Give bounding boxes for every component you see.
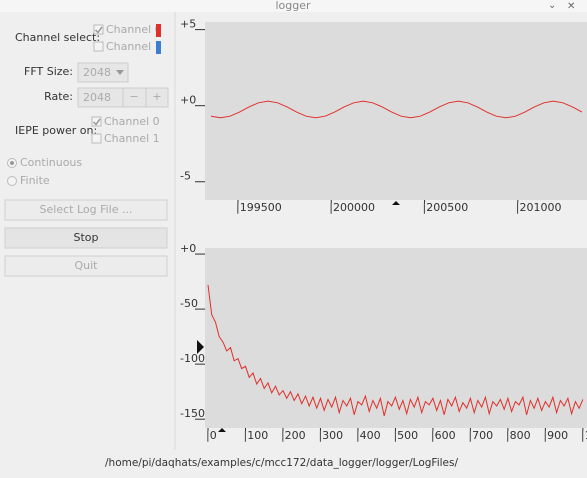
checkbox-label: Channel 0: [106, 23, 162, 36]
radio-label: Continuous: [20, 156, 82, 169]
trace: [207, 284, 584, 417]
window-title: logger: [275, 0, 311, 12]
button[interactable]: [4, 199, 168, 221]
minimize[interactable]: ⌄: [548, 0, 556, 11]
button[interactable]: [4, 227, 168, 249]
checkbox-label: Channel 0: [104, 115, 160, 128]
x-tick-label: |100: [243, 429, 268, 442]
radio-label: Finite: [20, 174, 50, 187]
x-tick-label: |0: [206, 429, 217, 442]
x-tick-label: |400: [356, 429, 381, 442]
button-label: Quit: [75, 259, 99, 272]
close[interactable]: ✕: [567, 1, 575, 12]
checkbox[interactable]: [93, 41, 104, 52]
x-tick-label: |500: [393, 429, 418, 442]
rate-plus[interactable]: +: [152, 90, 161, 103]
y-tick-label: +0: [180, 94, 196, 107]
checkbox[interactable]: [91, 133, 102, 144]
y-tick-label: +5: [180, 18, 196, 31]
rate-minus[interactable]: −: [129, 90, 138, 103]
checkbox-label: Channel 1: [106, 40, 162, 53]
x-tick-label: |800: [506, 429, 531, 442]
y-tick-label: -50: [180, 297, 198, 310]
y-tick-label: -150: [180, 407, 205, 420]
check-mark: [94, 26, 103, 34]
trace: [210, 100, 583, 119]
status-path: /home/pi/daqhats/examples/c/mcc172/data_…: [105, 457, 458, 469]
x-tick-label: |600: [431, 429, 456, 442]
checkbox[interactable]: [91, 116, 102, 127]
combo-arrow: [116, 70, 124, 75]
check-mark: [92, 118, 101, 126]
x-tick-label: |1000: [581, 429, 587, 442]
level-marker: [197, 340, 204, 354]
x-tick-label: |201000: [516, 201, 562, 214]
x-tick-label: |200000: [329, 201, 375, 214]
radio-dot: [10, 161, 14, 165]
channel-color: [156, 24, 161, 37]
radio[interactable]: [7, 176, 17, 186]
button-label: Select Log File ...: [40, 203, 133, 216]
trigger-marker: [392, 201, 400, 205]
x-tick-label: |700: [468, 429, 493, 442]
rate-label: Rate:: [44, 90, 73, 103]
channel-color: [156, 41, 161, 54]
x-tick-label: |900: [543, 429, 568, 442]
plot-area: [205, 22, 587, 200]
plot-area: [205, 248, 587, 428]
channel-select-label: Channel select:: [15, 31, 100, 44]
x-tick-label: |199500: [236, 201, 282, 214]
x-tick-label: |300: [318, 429, 343, 442]
y-tick-label: +0: [180, 242, 196, 255]
checkbox-label: Channel 1: [104, 132, 160, 145]
y-tick-label: -100: [180, 352, 205, 365]
fft-label: FFT Size:: [24, 65, 73, 78]
y-tick-label: -5: [180, 170, 191, 183]
iepe-label: IEPE power on:: [15, 124, 97, 137]
checkbox[interactable]: [93, 24, 104, 35]
button[interactable]: [4, 255, 168, 277]
title-bar: [0, 0, 587, 12]
x-tick-label: |200500: [423, 201, 469, 214]
button-label: Stop: [73, 231, 98, 244]
fft-combo[interactable]: [77, 62, 129, 83]
x-tick-label: |200: [281, 429, 306, 442]
fft-value: 2048: [83, 66, 111, 79]
rate-value: 2048: [83, 91, 111, 104]
x-marker: [218, 428, 226, 432]
